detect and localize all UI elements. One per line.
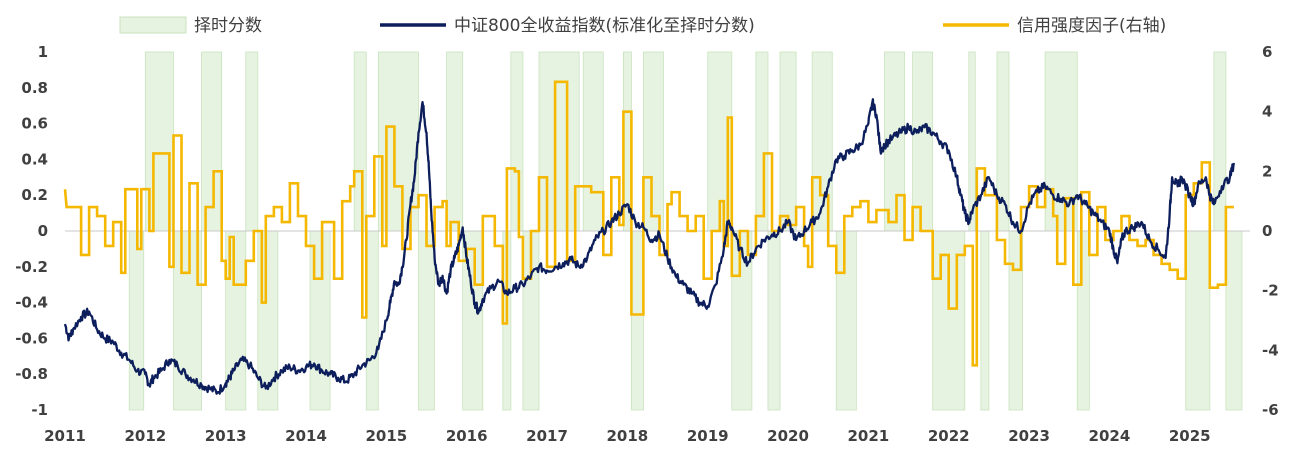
timing-score-bars <box>128 51 1243 411</box>
x-tick-label: 2024 <box>1089 427 1131 445</box>
x-tick-label: 2023 <box>1008 427 1050 445</box>
x-tick-label: 2014 <box>285 427 327 445</box>
timing-bar <box>1185 230 1211 411</box>
x-tick-label: 2020 <box>767 427 809 445</box>
legend: 择时分数 中证800全收益指数(标准化至择时分数) 信用强度因子(右轴) <box>119 16 1166 36</box>
right-tick-label: 6 <box>1262 43 1272 61</box>
right-tick-label: -2 <box>1262 282 1279 300</box>
x-tick-label: 2022 <box>928 427 970 445</box>
right-tick-label: 0 <box>1262 222 1272 240</box>
timing-bar <box>779 51 797 232</box>
x-tick-label: 2013 <box>205 427 247 445</box>
left-tick-label: -1 <box>31 401 48 419</box>
left-tick-label: 0.8 <box>21 79 48 97</box>
right-axis: 6 4 2 0 -2 -4 -6 <box>1262 43 1279 419</box>
legend-label-credit: 信用强度因子(右轴) <box>1017 16 1166 36</box>
x-axis: 2011 2012 2013 2014 2015 2016 2017 2018 2019 2020… <box>44 427 1210 445</box>
left-tick-label: 0.2 <box>21 186 48 204</box>
legend-swatch-bars <box>119 16 187 34</box>
left-tick-label: 0.6 <box>21 115 48 133</box>
x-tick-label: 2017 <box>526 427 568 445</box>
x-tick-label: 2019 <box>687 427 729 445</box>
right-tick-label: 2 <box>1262 162 1272 180</box>
x-tick-label: 2012 <box>124 427 166 445</box>
timing-bar <box>1213 51 1227 232</box>
right-tick-label: 4 <box>1262 103 1272 121</box>
legend-label-bars: 择时分数 <box>194 16 262 36</box>
timing-bar <box>912 51 934 232</box>
timing-bar <box>245 51 259 232</box>
index-series <box>63 98 1236 395</box>
timing-bar <box>643 51 664 232</box>
timing-bar <box>996 51 1010 232</box>
right-tick-label: -6 <box>1262 401 1279 419</box>
timing-bar <box>767 230 781 411</box>
left-tick-label: -0.8 <box>15 365 48 383</box>
x-tick-label: 2018 <box>606 427 648 445</box>
left-tick-label: 0 <box>38 222 48 240</box>
timing-bar <box>353 51 367 232</box>
timing-bar <box>980 230 990 411</box>
left-axis: 1 0.8 0.6 0.4 0.2 0 -0.2 -0.4 -0.6 -0.8 -1 <box>15 43 48 419</box>
x-tick-label: 2016 <box>446 427 488 445</box>
x-tick-label: 2015 <box>365 427 407 445</box>
legend-label-index: 中证800全收益指数(标准化至择时分数) <box>454 16 755 36</box>
timing-bar <box>582 51 604 232</box>
left-tick-label: 1 <box>38 43 48 61</box>
timing-bar <box>731 230 753 411</box>
timing-bar <box>365 230 379 411</box>
x-tick-label: 2021 <box>848 427 890 445</box>
timing-bar <box>630 230 644 411</box>
index-line <box>63 98 1236 395</box>
timing-bar <box>128 230 145 411</box>
timing-bar <box>755 51 769 232</box>
timing-bar <box>1225 230 1243 411</box>
left-tick-label: 0.4 <box>21 150 48 168</box>
timing-bar <box>835 230 857 411</box>
timing-bar <box>510 51 524 232</box>
left-tick-label: -0.4 <box>15 294 48 312</box>
x-tick-label: 2011 <box>44 427 86 445</box>
timing-bar <box>201 51 223 232</box>
timing-bar <box>446 51 464 232</box>
timing-bar <box>377 51 419 232</box>
timing-bar <box>418 230 435 411</box>
timing-bar <box>538 51 580 232</box>
x-tick-label: 2025 <box>1169 427 1211 445</box>
right-tick-label: -4 <box>1262 341 1279 359</box>
left-tick-label: -0.2 <box>15 258 48 276</box>
left-tick-label: -0.6 <box>15 329 48 347</box>
timing-bar <box>1076 230 1090 411</box>
